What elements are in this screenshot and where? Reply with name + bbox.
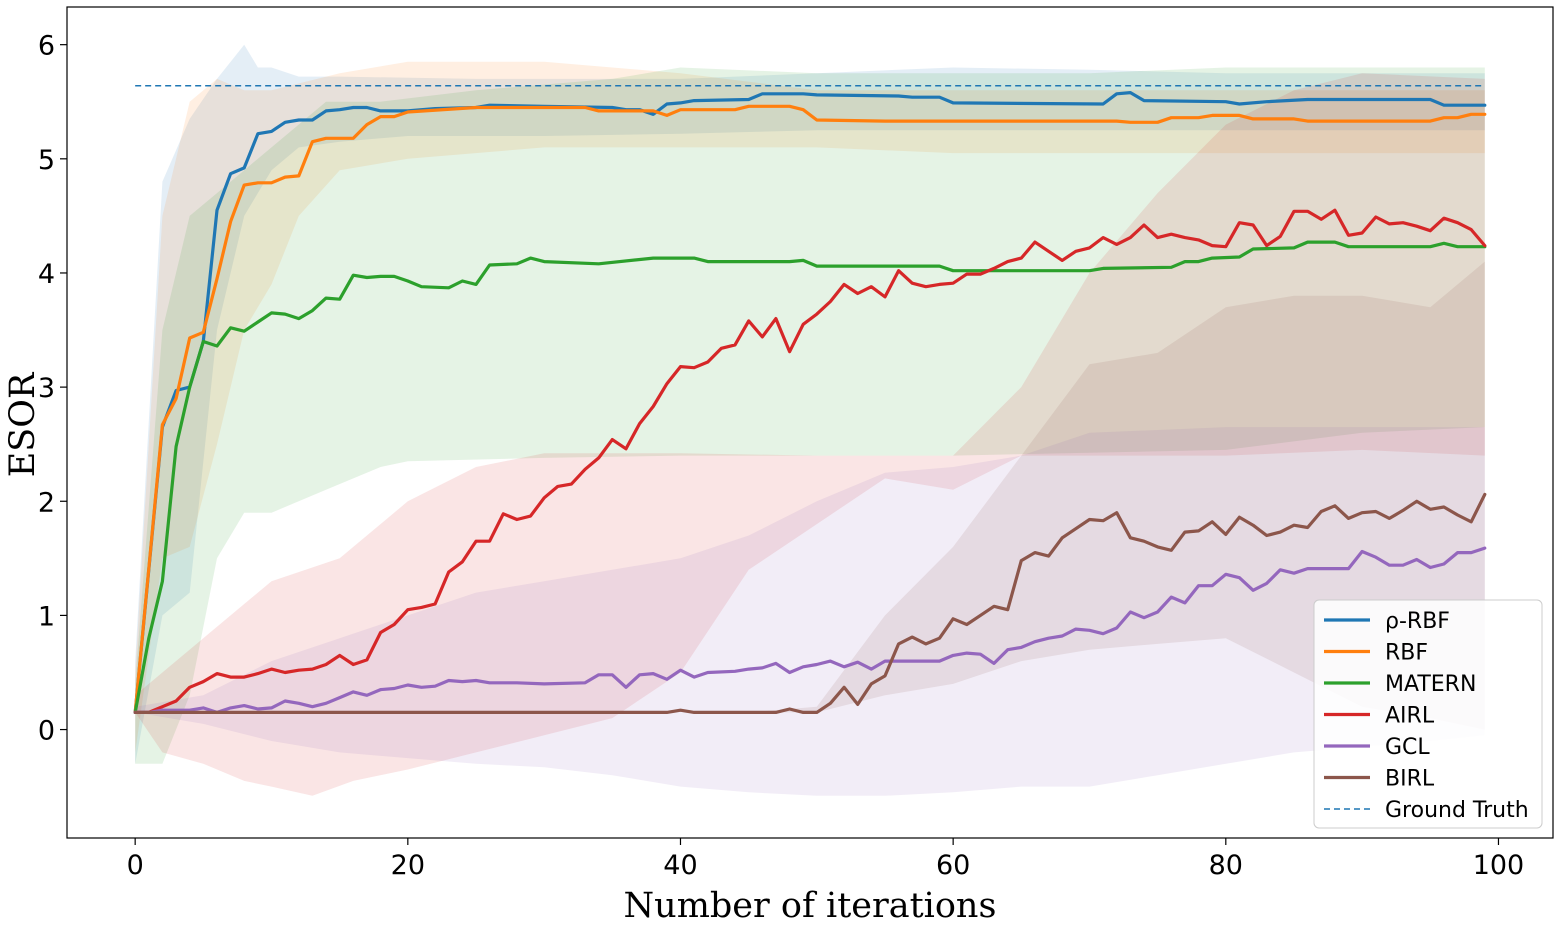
legend-label: GCL (1385, 735, 1430, 760)
y-tick-label: 6 (38, 31, 55, 62)
y-tick-label: 0 (38, 716, 55, 747)
x-axis: 0 20 40 60 80 100 (127, 838, 1525, 881)
legend-label: BIRL (1385, 767, 1435, 792)
band-airl (135, 73, 1485, 796)
x-tick-label: 100 (1473, 850, 1525, 881)
x-tick-label: 40 (663, 850, 697, 881)
confidence-bands (135, 44, 1485, 796)
y-tick-label: 4 (38, 259, 55, 290)
series-line-gcl (133, 546, 1487, 715)
series-line-rbf (133, 104, 1487, 715)
series-line-birl (133, 492, 1487, 715)
x-tick-label: 20 (391, 850, 425, 881)
x-tick-label: 60 (936, 850, 970, 881)
y-axis: 0 1 2 3 4 5 6 (38, 31, 67, 747)
y-axis-title: ESOR (3, 371, 43, 477)
x-tick-label: 0 (127, 850, 144, 881)
legend-box (1313, 599, 1543, 829)
x-tick-label: 80 (1209, 850, 1243, 881)
legend-label: RBF (1385, 641, 1428, 666)
series-line-matern (133, 240, 1487, 715)
y-tick-label: 3 (38, 373, 55, 404)
legend-label: Ground Truth (1385, 798, 1529, 823)
band-matern (135, 67, 1485, 764)
plot-frame (66, 6, 1554, 839)
x-axis-title: Number of iterations (624, 886, 997, 926)
y-tick-label: 2 (38, 487, 55, 518)
series-line-airl (133, 208, 1487, 715)
y-tick-label: 5 (38, 145, 55, 176)
band-birl (135, 261, 1485, 730)
legend-label: MATERN (1385, 672, 1476, 697)
band-ρ-rbf (135, 44, 1485, 764)
legend-label: AIRL (1385, 704, 1435, 729)
y-tick-label: 1 (38, 601, 55, 632)
band-gcl (135, 427, 1485, 796)
series-lines (133, 90, 1487, 715)
legend: ρ-RBF RBF MATERN AIRL GCL BIRL Ground Truth (1313, 599, 1543, 829)
legend-label: ρ-RBF (1385, 609, 1450, 634)
